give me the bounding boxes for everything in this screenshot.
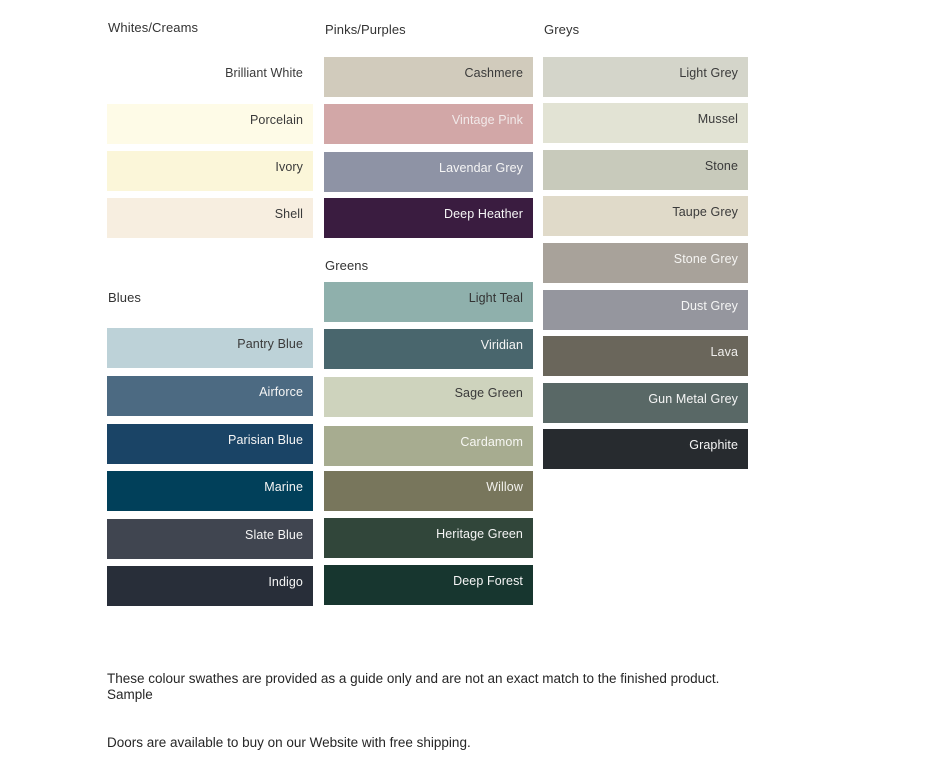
swatch-cardamom: Cardamom: [324, 426, 533, 466]
swatch-label: Light Grey: [679, 66, 738, 80]
swatch-label: Cardamom: [460, 435, 523, 449]
swatch-label: Cashmere: [464, 66, 523, 80]
swatch-label: Lava: [710, 345, 738, 359]
swatch-vintage-pink: Vintage Pink: [324, 104, 533, 144]
swatch-label: Light Teal: [468, 291, 523, 305]
swatch-pantry-blue: Pantry Blue: [107, 328, 313, 368]
swatch-label: Deep Forest: [453, 574, 523, 588]
swatch-sage-green: Sage Green: [324, 377, 533, 417]
swatch-label: Brilliant White: [225, 66, 303, 80]
column-greys: Greys Light Grey Mussel Stone Taupe Grey…: [543, 0, 748, 700]
swatch-dust-grey: Dust Grey: [543, 290, 748, 330]
swatch-label: Indigo: [268, 575, 303, 589]
swatch-label: Mussel: [697, 112, 738, 126]
swatch-light-teal: Light Teal: [324, 282, 533, 322]
swatch-label: Graphite: [689, 438, 738, 452]
swatch-label: Heritage Green: [436, 527, 523, 541]
swatch-shell: Shell: [107, 198, 313, 238]
swatch-ivory: Ivory: [107, 151, 313, 191]
section-title-greens: Greens: [325, 258, 369, 273]
column-whites-blues: Whites/Creams Brilliant White Porcelain …: [107, 0, 313, 700]
swatch-label: Shell: [274, 207, 303, 221]
swatch-gun-metal-grey: Gun Metal Grey: [543, 383, 748, 423]
swatch-deep-heather: Deep Heather: [324, 198, 533, 238]
swatch-cashmere: Cashmere: [324, 57, 533, 97]
swatch-brilliant-white: Brilliant White: [107, 57, 313, 97]
swatch-parisian-blue: Parisian Blue: [107, 424, 313, 464]
swatch-deep-forest: Deep Forest: [324, 565, 533, 605]
swatch-label: Dust Grey: [680, 299, 738, 313]
swatch-label: Slate Blue: [245, 528, 303, 542]
swatch-label: Lavendar Grey: [439, 161, 523, 175]
swatch-marine: Marine: [107, 471, 313, 511]
disclaimer-line-2: Doors are available to buy on our Websit…: [107, 734, 471, 750]
swatch-stone-grey: Stone Grey: [543, 243, 748, 283]
swatch-graphite: Graphite: [543, 429, 748, 469]
swatch-label: Porcelain: [249, 113, 303, 127]
colour-chart-page: Whites/Creams Brilliant White Porcelain …: [107, 0, 748, 750]
swatch-viridian: Viridian: [324, 329, 533, 369]
swatch-label: Marine: [264, 480, 303, 494]
disclaimer-text: These colour swathes are provided as a g…: [107, 639, 767, 782]
swatch-label: Taupe Grey: [672, 205, 738, 219]
swatch-airforce: Airforce: [107, 376, 313, 416]
disclaimer-line-1: These colour swathes are provided as a g…: [107, 670, 727, 702]
swatch-slate-blue: Slate Blue: [107, 519, 313, 559]
swatch-label: Willow: [486, 480, 523, 494]
swatch-taupe-grey: Taupe Grey: [543, 196, 748, 236]
swatch-label: Stone Grey: [673, 252, 738, 266]
section-title-whites-creams: Whites/Creams: [108, 20, 199, 35]
swatch-label: Stone: [704, 159, 738, 173]
column-pinks-greens: Pinks/Purples Cashmere Vintage Pink Lave…: [324, 0, 533, 700]
swatch-label: Airforce: [259, 385, 303, 399]
swatch-label: Vintage Pink: [451, 113, 523, 127]
swatch-label: Ivory: [275, 160, 303, 174]
swatch-mussel: Mussel: [543, 103, 748, 143]
swatch-light-grey: Light Grey: [543, 57, 748, 97]
swatch-stone: Stone: [543, 150, 748, 190]
section-title-blues: Blues: [108, 290, 142, 305]
swatch-label: Parisian Blue: [228, 433, 303, 447]
swatch-heritage-green: Heritage Green: [324, 518, 533, 558]
swatch-label: Gun Metal Grey: [648, 392, 738, 406]
swatch-lava: Lava: [543, 336, 748, 376]
swatch-label: Viridian: [480, 338, 523, 352]
swatch-indigo: Indigo: [107, 566, 313, 606]
section-title-greys: Greys: [544, 22, 580, 37]
swatch-label: Sage Green: [454, 386, 523, 400]
swatch-porcelain: Porcelain: [107, 104, 313, 144]
swatch-lavendar-grey: Lavendar Grey: [324, 152, 533, 192]
swatch-label: Pantry Blue: [237, 337, 303, 351]
swatch-willow: Willow: [324, 471, 533, 511]
section-title-pinks-purples: Pinks/Purples: [325, 22, 406, 37]
swatch-label: Deep Heather: [443, 207, 523, 221]
